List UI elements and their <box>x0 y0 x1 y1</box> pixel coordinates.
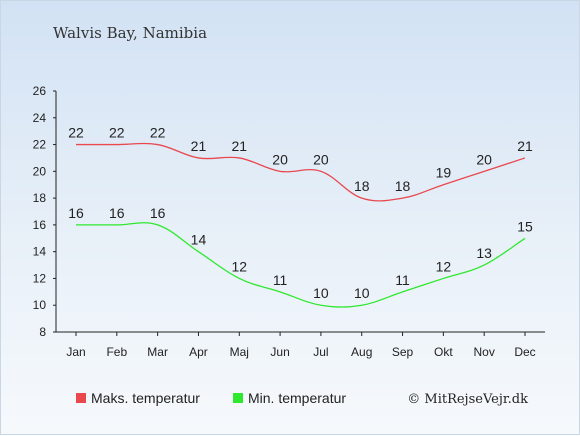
min-data-label: 14 <box>191 232 207 248</box>
max-data-label: 21 <box>517 138 533 154</box>
y-tick-label: 10 <box>33 298 47 312</box>
x-tick-label: Jul <box>313 345 328 359</box>
max-data-label: 18 <box>395 178 411 194</box>
max-temperature-line <box>75 142 526 202</box>
x-tick-label: Mar <box>147 345 168 359</box>
y-tick-label: 22 <box>33 138 47 152</box>
y-tick-label: 18 <box>33 191 47 205</box>
data-labels: 22 22 22 21 21 20 20 18 18 19 20 21 16 16 16 14 12 11 10 10… <box>68 125 533 302</box>
min-data-label: 16 <box>68 205 84 221</box>
y-tick-label: 12 <box>33 271 47 285</box>
x-tick-label: Jan <box>66 345 85 359</box>
max-data-label: 19 <box>436 165 452 181</box>
max-data-label: 22 <box>150 125 166 141</box>
x-tick-label: Aug <box>351 345 372 359</box>
x-tick-label: Sep <box>392 345 414 359</box>
x-tick-label: Apr <box>189 345 208 359</box>
y-tick-label: 8 <box>39 325 46 339</box>
min-data-label: 12 <box>436 258 452 274</box>
min-data-label: 16 <box>150 205 166 221</box>
y-tick-label: 16 <box>33 218 47 232</box>
min-data-label: 11 <box>395 272 410 288</box>
legend-label-min: Min. temperatur <box>248 390 346 406</box>
max-data-label: 21 <box>191 138 207 154</box>
y-tick-label: 14 <box>33 245 47 259</box>
legend-swatch-max <box>76 393 86 403</box>
legend: Maks. temperatur Min. temperatur <box>76 390 346 406</box>
min-data-label: 12 <box>231 258 247 274</box>
max-data-label: 22 <box>109 125 125 141</box>
y-tick-label: 20 <box>33 164 47 178</box>
x-tick-label: Dec <box>514 345 535 359</box>
max-data-label: 20 <box>476 151 492 167</box>
x-tick-label: Jun <box>270 345 289 359</box>
min-data-label: 10 <box>313 285 329 301</box>
legend-label-max: Maks. temperatur <box>91 390 200 406</box>
max-data-label: 20 <box>313 151 329 167</box>
min-data-label: 15 <box>517 218 533 234</box>
axes: 8 10 12 14 16 18 20 22 24 26 Jan Feb Mar Apr Maj Jun Jul… <box>33 84 545 359</box>
y-tick-label: 24 <box>33 111 47 125</box>
min-data-label: 11 <box>273 272 288 288</box>
max-data-label: 22 <box>68 125 84 141</box>
x-tick-label: Nov <box>474 345 495 359</box>
x-tick-label: Feb <box>106 345 127 359</box>
x-tick-label: Okt <box>434 345 453 359</box>
max-data-label: 21 <box>231 138 247 154</box>
max-data-label: 18 <box>354 178 370 194</box>
y-tick-label: 26 <box>33 84 47 98</box>
credit-text: © MitRejseVejr.dk <box>407 392 528 407</box>
min-data-label: 13 <box>476 245 492 261</box>
x-tick-label: Maj <box>230 345 249 359</box>
chart-title: Walvis Bay, Namibia <box>53 24 207 42</box>
series-lines <box>75 142 526 308</box>
min-data-label: 16 <box>109 205 125 221</box>
max-data-label: 20 <box>272 151 288 167</box>
min-data-label: 10 <box>354 285 370 301</box>
min-temperature-line <box>76 222 526 308</box>
legend-swatch-min <box>233 393 243 403</box>
